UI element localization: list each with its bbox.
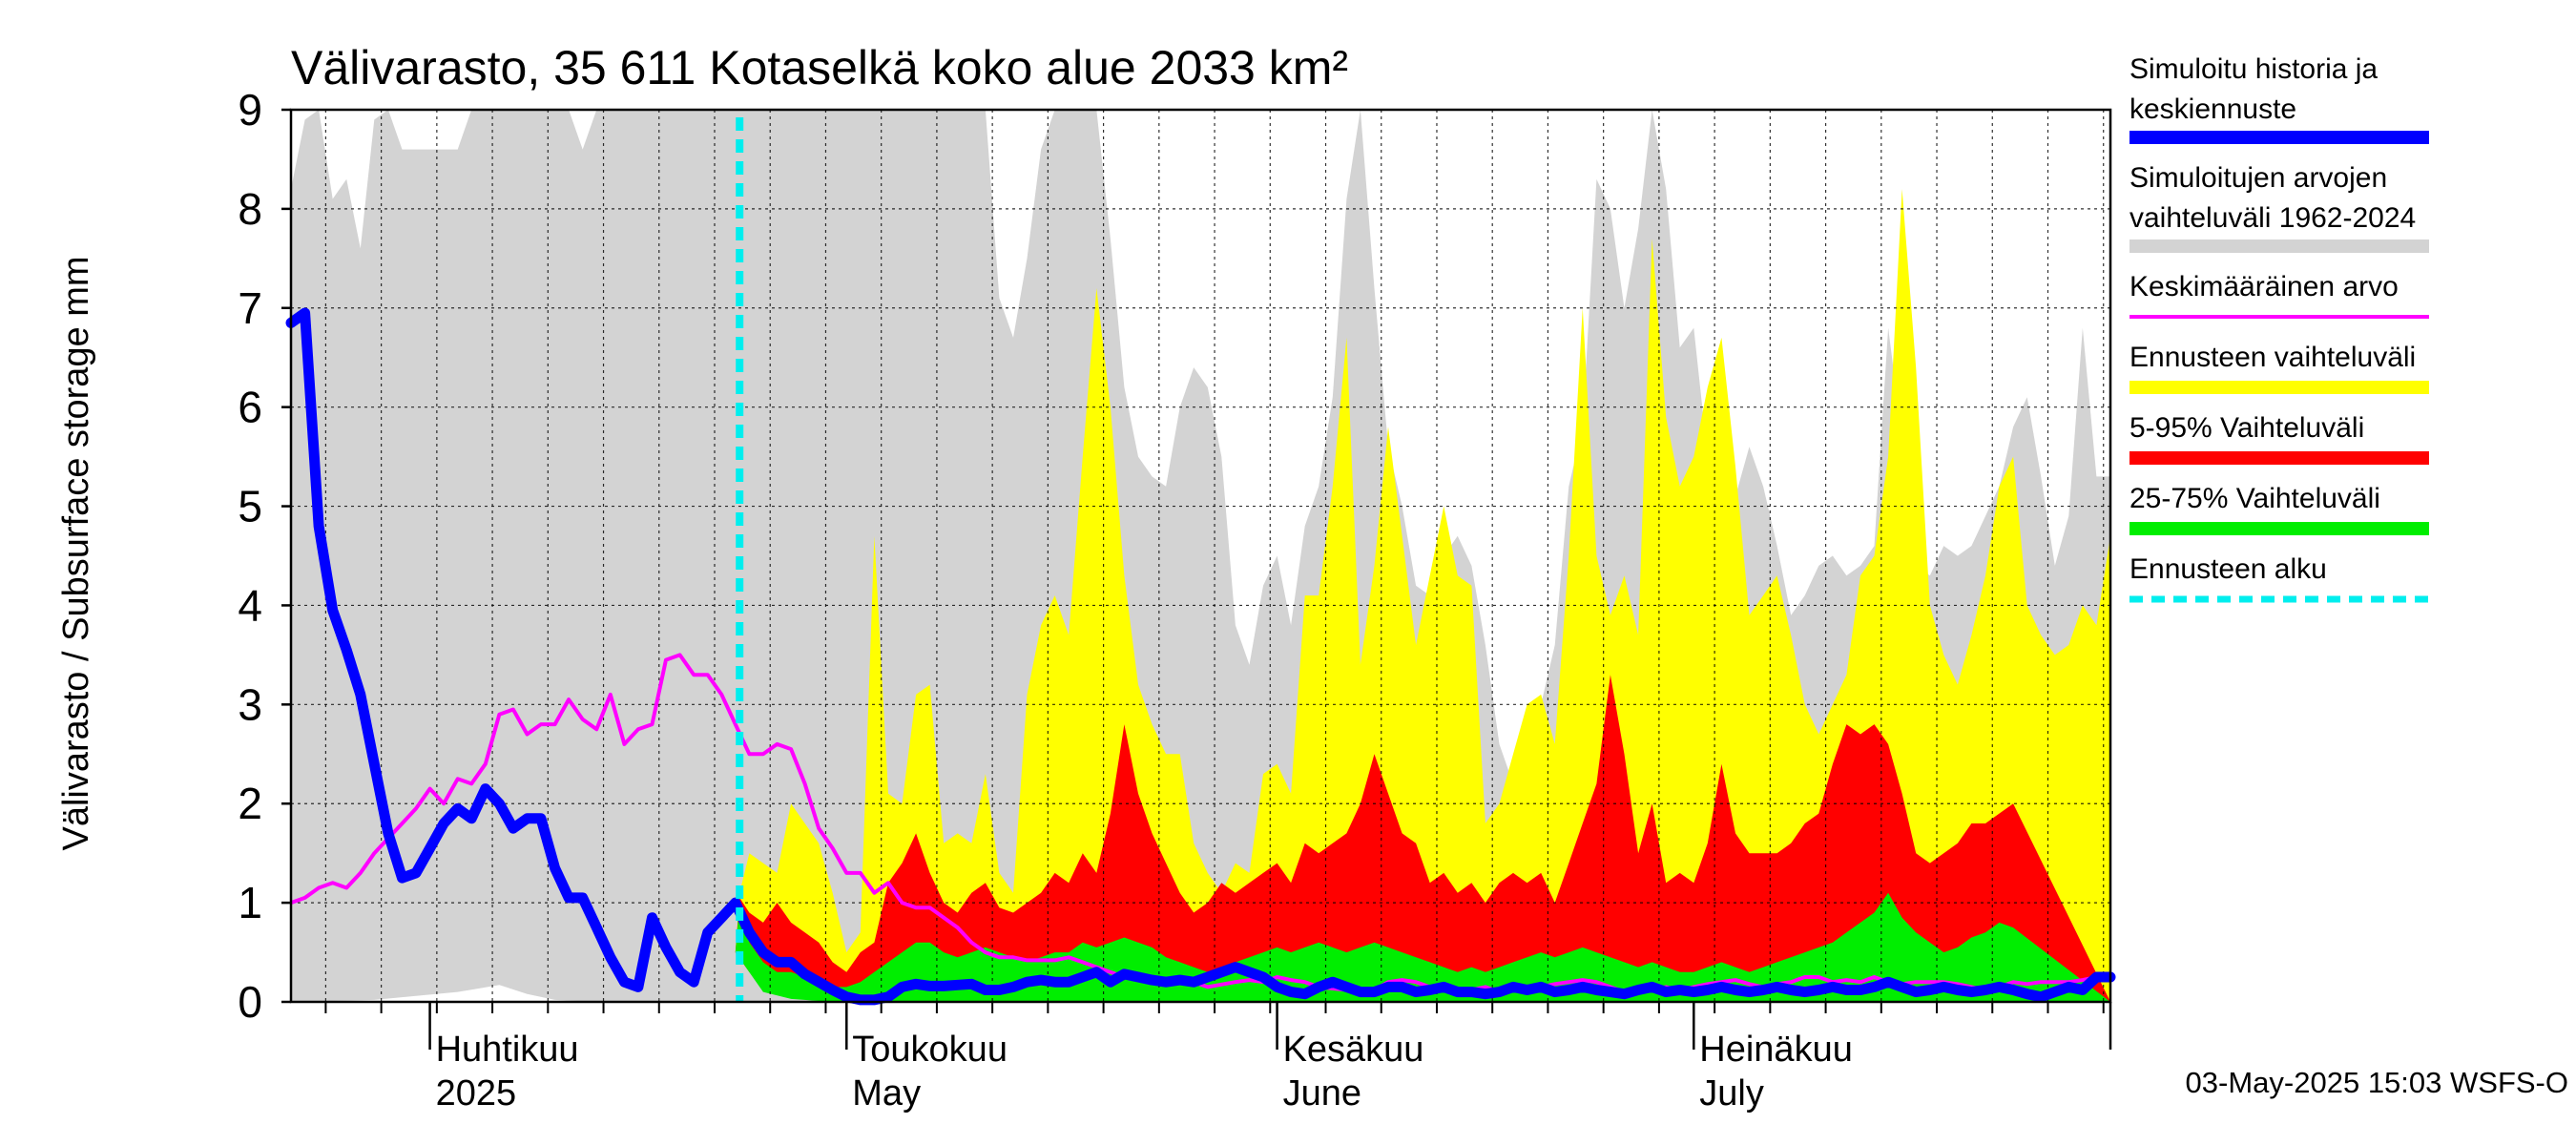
legend-label: keskiennuste — [2129, 94, 2296, 125]
legend-label: Ennusteen vaihteluväli — [2129, 342, 2416, 373]
mean-value-line — [290, 653, 2111, 994]
y-axis-label: Välivarasto / Subsurface storage mm — [56, 256, 96, 850]
legend-label: Simuloitu historia ja — [2129, 53, 2378, 85]
legend-label: 25-75% Vaihteluväli — [2129, 483, 2380, 514]
simulated-history-line — [285, 307, 2116, 1006]
y-tick-label: 7 — [238, 283, 262, 333]
month-label-fi: Kesäkuu — [1283, 1030, 1424, 1070]
y-tick-label: 3 — [238, 679, 262, 729]
y-tick-label: 0 — [238, 977, 262, 1027]
chart-title: Välivarasto, 35 611 Kotaselkä koko alue … — [291, 41, 1348, 94]
legend-label: 5-95% Vaihteluväli — [2129, 412, 2364, 444]
grid-lines — [291, 110, 2110, 1002]
series-lines — [285, 117, 2116, 1006]
y-tick-label: 5 — [238, 482, 262, 531]
timestamp-label: 03-May-2025 15:03 WSFS-O — [2186, 1066, 2568, 1099]
legend-label: Keskimääräinen arvo — [2129, 271, 2399, 302]
plot-area — [291, 110, 2110, 1003]
y-tick-label: 2 — [238, 779, 262, 828]
legend-label: Ennusteen alku — [2129, 553, 2327, 585]
month-label-en: 2025 — [436, 1073, 517, 1114]
month-label-en: July — [1699, 1073, 1764, 1114]
legend-label: Simuloitujen arvojen — [2129, 162, 2387, 194]
forecast-range-band — [735, 189, 2110, 1003]
month-label-fi: Toukokuu — [852, 1030, 1008, 1070]
month-label-en: June — [1283, 1073, 1361, 1114]
y-tick-label: 8 — [238, 184, 262, 234]
month-label-fi: Huhtikuu — [436, 1030, 579, 1070]
plot-frame — [289, 108, 2112, 1004]
y-tick-label: 6 — [238, 383, 262, 432]
legend-label: vaihteluväli 1962-2024 — [2129, 202, 2416, 234]
month-label-en: May — [852, 1073, 921, 1114]
month-label-fi: Heinäkuu — [1699, 1030, 1853, 1070]
legend: Simuloitu historia ja keskiennuste Simuloi… — [2129, 53, 2429, 603]
y-tick-label: 1 — [238, 878, 262, 927]
y-tick-label: 4 — [238, 580, 262, 630]
range-5-95-band — [735, 675, 2110, 1002]
y-tick-label: 9 — [238, 85, 262, 135]
